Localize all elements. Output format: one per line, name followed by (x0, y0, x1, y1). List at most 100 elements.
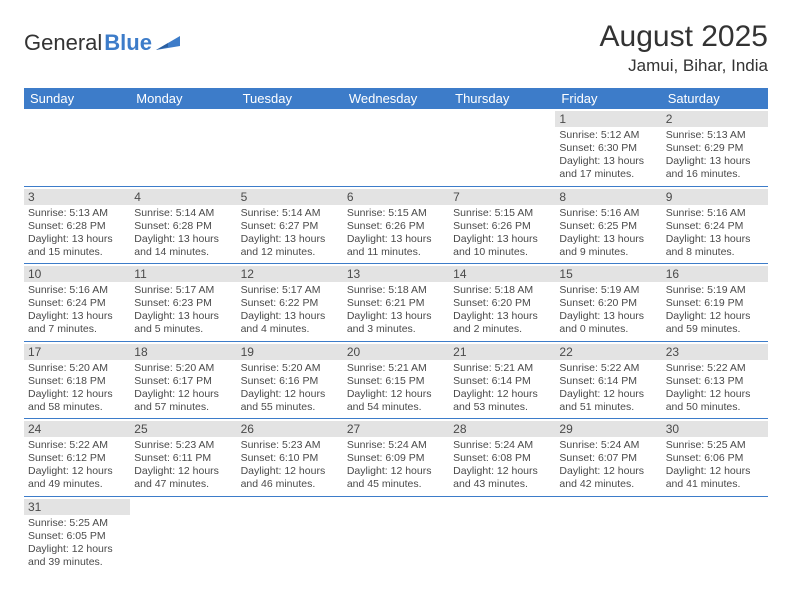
dayhead: Monday (130, 88, 236, 109)
week-row: 3Sunrise: 5:13 AMSunset: 6:28 PMDaylight… (24, 187, 768, 265)
calendar-cell: 9 Sunrise: 5:16 AMSunset: 6:24 PMDaylight… (662, 187, 768, 264)
calendar-cell: 13 Sunrise: 5:18 AMSunset: 6:21 PMDayligh… (343, 264, 449, 341)
calendar-cell: 31Sunrise: 5:25 AMSunset: 6:05 PMDayligh… (24, 497, 130, 574)
day-number: 7 (449, 189, 555, 205)
cell-details: Sunrise: 5:17 AMSunset: 6:23 PMDaylight:… (134, 284, 232, 337)
dayhead: Friday (555, 88, 661, 109)
cell-details: Sunrise: 5:14 AMSunset: 6:28 PMDaylight:… (134, 207, 232, 260)
calendar-cell: 4 Sunrise: 5:14 AMSunset: 6:28 PMDaylight… (130, 187, 236, 264)
logo-text-1: General (24, 30, 102, 56)
week-row: 24 Sunrise: 5:22 AMSunset: 6:12 PMDayligh… (24, 419, 768, 497)
cell-details: Sunrise: 5:16 AMSunset: 6:25 PMDaylight:… (559, 207, 657, 260)
cell-details: Sunrise: 5:18 AMSunset: 6:20 PMDaylight:… (453, 284, 551, 337)
month-title: August 2025 (600, 20, 768, 54)
calendar-cell: 2Sunrise: 5:13 AMSunset: 6:29 PMDaylight… (662, 109, 768, 186)
calendar-cell: 26Sunrise: 5:23 AMSunset: 6:10 PMDayligh… (237, 419, 343, 496)
calendar-cell: 22 Sunrise: 5:22 AMSunset: 6:14 PMDayligh… (555, 342, 661, 419)
calendar-cell: 11 Sunrise: 5:17 AMSunset: 6:23 PMDayligh… (130, 264, 236, 341)
calendar-cell (237, 497, 343, 574)
day-number: 12 (237, 266, 343, 282)
header: GeneralBlue August 2025 Jamui, Bihar, In… (24, 20, 768, 76)
cell-details: Sunrise: 5:16 AMSunset: 6:24 PMDaylight:… (666, 207, 764, 260)
day-number: 4 (130, 189, 236, 205)
calendar-cell (130, 109, 236, 186)
day-number: 16 (662, 266, 768, 282)
calendar-cell: 12 Sunrise: 5:17 AMSunset: 6:22 PMDayligh… (237, 264, 343, 341)
calendar-cell: 15 Sunrise: 5:19 AMSunset: 6:20 PMDayligh… (555, 264, 661, 341)
cell-details: Sunrise: 5:18 AMSunset: 6:21 PMDaylight:… (347, 284, 445, 337)
calendar-cell (343, 109, 449, 186)
calendar-cell: 17Sunrise: 5:20 AMSunset: 6:18 PMDayligh… (24, 342, 130, 419)
calendar-cell: 30Sunrise: 5:25 AMSunset: 6:06 PMDayligh… (662, 419, 768, 496)
flag-icon (156, 34, 182, 52)
day-number: 18 (130, 344, 236, 360)
day-number: 31 (24, 499, 130, 515)
cell-details: Sunrise: 5:20 AMSunset: 6:16 PMDaylight:… (241, 362, 339, 415)
cell-details: Sunrise: 5:15 AMSunset: 6:26 PMDaylight:… (347, 207, 445, 260)
calendar: SundayMondayTuesdayWednesdayThursdayFrid… (24, 88, 768, 573)
dayhead: Sunday (24, 88, 130, 109)
calendar-cell: 24 Sunrise: 5:22 AMSunset: 6:12 PMDayligh… (24, 419, 130, 496)
cell-details: Sunrise: 5:21 AMSunset: 6:15 PMDaylight:… (347, 362, 445, 415)
calendar-cell (24, 109, 130, 186)
cell-details: Sunrise: 5:12 AMSunset: 6:30 PMDaylight:… (559, 129, 657, 182)
day-number: 22 (555, 344, 661, 360)
weeks-container: 1 Sunrise: 5:12 AMSunset: 6:30 PMDaylight… (24, 109, 768, 573)
calendar-cell: 25 Sunrise: 5:23 AMSunset: 6:11 PMDayligh… (130, 419, 236, 496)
calendar-cell: 1 Sunrise: 5:12 AMSunset: 6:30 PMDaylight… (555, 109, 661, 186)
cell-details: Sunrise: 5:23 AMSunset: 6:11 PMDaylight:… (134, 439, 232, 492)
day-number: 13 (343, 266, 449, 282)
day-number: 25 (130, 421, 236, 437)
day-number: 15 (555, 266, 661, 282)
cell-details: Sunrise: 5:22 AMSunset: 6:12 PMDaylight:… (28, 439, 126, 492)
cell-details: Sunrise: 5:24 AMSunset: 6:09 PMDaylight:… (347, 439, 445, 492)
week-row: 1 Sunrise: 5:12 AMSunset: 6:30 PMDaylight… (24, 109, 768, 187)
calendar-cell: 7 Sunrise: 5:15 AMSunset: 6:26 PMDaylight… (449, 187, 555, 264)
calendar-cell: 14 Sunrise: 5:18 AMSunset: 6:20 PMDayligh… (449, 264, 555, 341)
cell-details: Sunrise: 5:23 AMSunset: 6:10 PMDaylight:… (241, 439, 339, 492)
day-number: 30 (662, 421, 768, 437)
cell-details: Sunrise: 5:21 AMSunset: 6:14 PMDaylight:… (453, 362, 551, 415)
calendar-cell: 18 Sunrise: 5:20 AMSunset: 6:17 PMDayligh… (130, 342, 236, 419)
cell-details: Sunrise: 5:19 AMSunset: 6:19 PMDaylight:… (666, 284, 764, 337)
day-number: 8 (555, 189, 661, 205)
day-number: 10 (24, 266, 130, 282)
logo: GeneralBlue (24, 30, 182, 56)
calendar-cell (555, 497, 661, 574)
calendar-cell: 8 Sunrise: 5:16 AMSunset: 6:25 PMDaylight… (555, 187, 661, 264)
day-number: 1 (555, 111, 661, 127)
day-number: 28 (449, 421, 555, 437)
calendar-cell: 3Sunrise: 5:13 AMSunset: 6:28 PMDaylight… (24, 187, 130, 264)
day-number: 14 (449, 266, 555, 282)
day-number: 29 (555, 421, 661, 437)
day-number: 11 (130, 266, 236, 282)
cell-details: Sunrise: 5:19 AMSunset: 6:20 PMDaylight:… (559, 284, 657, 337)
cell-details: Sunrise: 5:20 AMSunset: 6:18 PMDaylight:… (28, 362, 126, 415)
calendar-cell: 16 Sunrise: 5:19 AMSunset: 6:19 PMDayligh… (662, 264, 768, 341)
day-number: 20 (343, 344, 449, 360)
day-number: 19 (237, 344, 343, 360)
cell-details: Sunrise: 5:15 AMSunset: 6:26 PMDaylight:… (453, 207, 551, 260)
cell-details: Sunrise: 5:16 AMSunset: 6:24 PMDaylight:… (28, 284, 126, 337)
calendar-cell (343, 497, 449, 574)
cell-details: Sunrise: 5:24 AMSunset: 6:08 PMDaylight:… (453, 439, 551, 492)
location: Jamui, Bihar, India (600, 56, 768, 76)
week-row: 31Sunrise: 5:25 AMSunset: 6:05 PMDayligh… (24, 497, 768, 574)
day-number: 2 (662, 111, 768, 127)
calendar-cell: 5 Sunrise: 5:14 AMSunset: 6:27 PMDaylight… (237, 187, 343, 264)
cell-details: Sunrise: 5:20 AMSunset: 6:17 PMDaylight:… (134, 362, 232, 415)
day-number: 9 (662, 189, 768, 205)
cell-details: Sunrise: 5:24 AMSunset: 6:07 PMDaylight:… (559, 439, 657, 492)
calendar-cell (449, 109, 555, 186)
week-row: 17Sunrise: 5:20 AMSunset: 6:18 PMDayligh… (24, 342, 768, 420)
calendar-cell (130, 497, 236, 574)
calendar-cell: 29 Sunrise: 5:24 AMSunset: 6:07 PMDayligh… (555, 419, 661, 496)
day-number: 5 (237, 189, 343, 205)
cell-details: Sunrise: 5:14 AMSunset: 6:27 PMDaylight:… (241, 207, 339, 260)
calendar-cell: 6Sunrise: 5:15 AMSunset: 6:26 PMDaylight… (343, 187, 449, 264)
cell-details: Sunrise: 5:17 AMSunset: 6:22 PMDaylight:… (241, 284, 339, 337)
day-number: 21 (449, 344, 555, 360)
day-number: 24 (24, 421, 130, 437)
cell-details: Sunrise: 5:22 AMSunset: 6:14 PMDaylight:… (559, 362, 657, 415)
cell-details: Sunrise: 5:22 AMSunset: 6:13 PMDaylight:… (666, 362, 764, 415)
